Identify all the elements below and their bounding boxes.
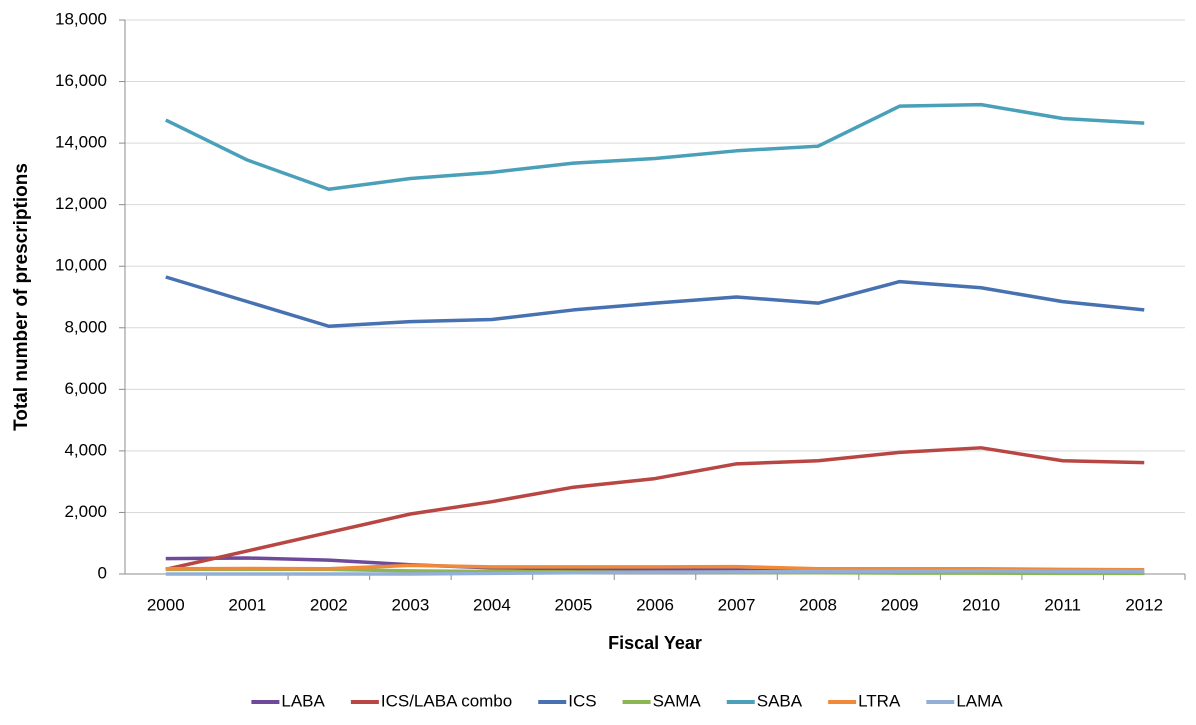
y-tick-label: 6,000: [64, 379, 107, 398]
y-tick-label: 12,000: [55, 194, 107, 213]
series-line: [165, 563, 1145, 572]
y-tick-label: 8,000: [64, 317, 107, 336]
x-tick-label: 2005: [555, 595, 593, 614]
legend-label: LTRA: [858, 691, 901, 710]
y-tick-label: 2,000: [64, 502, 107, 521]
x-tick-label: 2001: [228, 595, 266, 614]
x-tick-label: 2012: [1125, 595, 1163, 614]
legend-label: LABA: [281, 691, 325, 710]
x-tick-label: 2009: [881, 595, 919, 614]
x-tick-label: 2010: [962, 595, 1000, 614]
x-axis-title: Fiscal Year: [608, 633, 702, 653]
x-tick-label: 2003: [391, 595, 429, 614]
x-tick-label: 2002: [310, 595, 348, 614]
x-tick-label: 2006: [636, 595, 674, 614]
x-tick-label: 2011: [1044, 595, 1081, 614]
legend-label: SABA: [757, 691, 803, 710]
legend-label: SAMA: [653, 691, 702, 710]
y-tick-label: 14,000: [55, 133, 107, 152]
x-tick-label: 2004: [473, 595, 511, 614]
series-line: [164, 102, 1145, 192]
x-tick-label: 2007: [718, 595, 756, 614]
x-tick-label: 2008: [799, 595, 837, 614]
series-line: [165, 569, 1145, 576]
y-axis-title: Total number of prescriptions: [11, 163, 32, 431]
legend-label: ICS: [568, 691, 596, 710]
y-tick-label: 16,000: [55, 71, 107, 90]
legend-label: LAMA: [956, 691, 1003, 710]
series-line: [165, 275, 1145, 328]
y-tick-label: 10,000: [55, 256, 107, 275]
y-tick-label: 0: [98, 563, 107, 582]
y-tick-label: 18,000: [55, 9, 107, 28]
legend-label: ICS/LABA combo: [381, 691, 512, 710]
series-line: [165, 446, 1145, 572]
x-tick-label: 2000: [147, 595, 185, 614]
y-tick-label: 4,000: [64, 440, 107, 459]
